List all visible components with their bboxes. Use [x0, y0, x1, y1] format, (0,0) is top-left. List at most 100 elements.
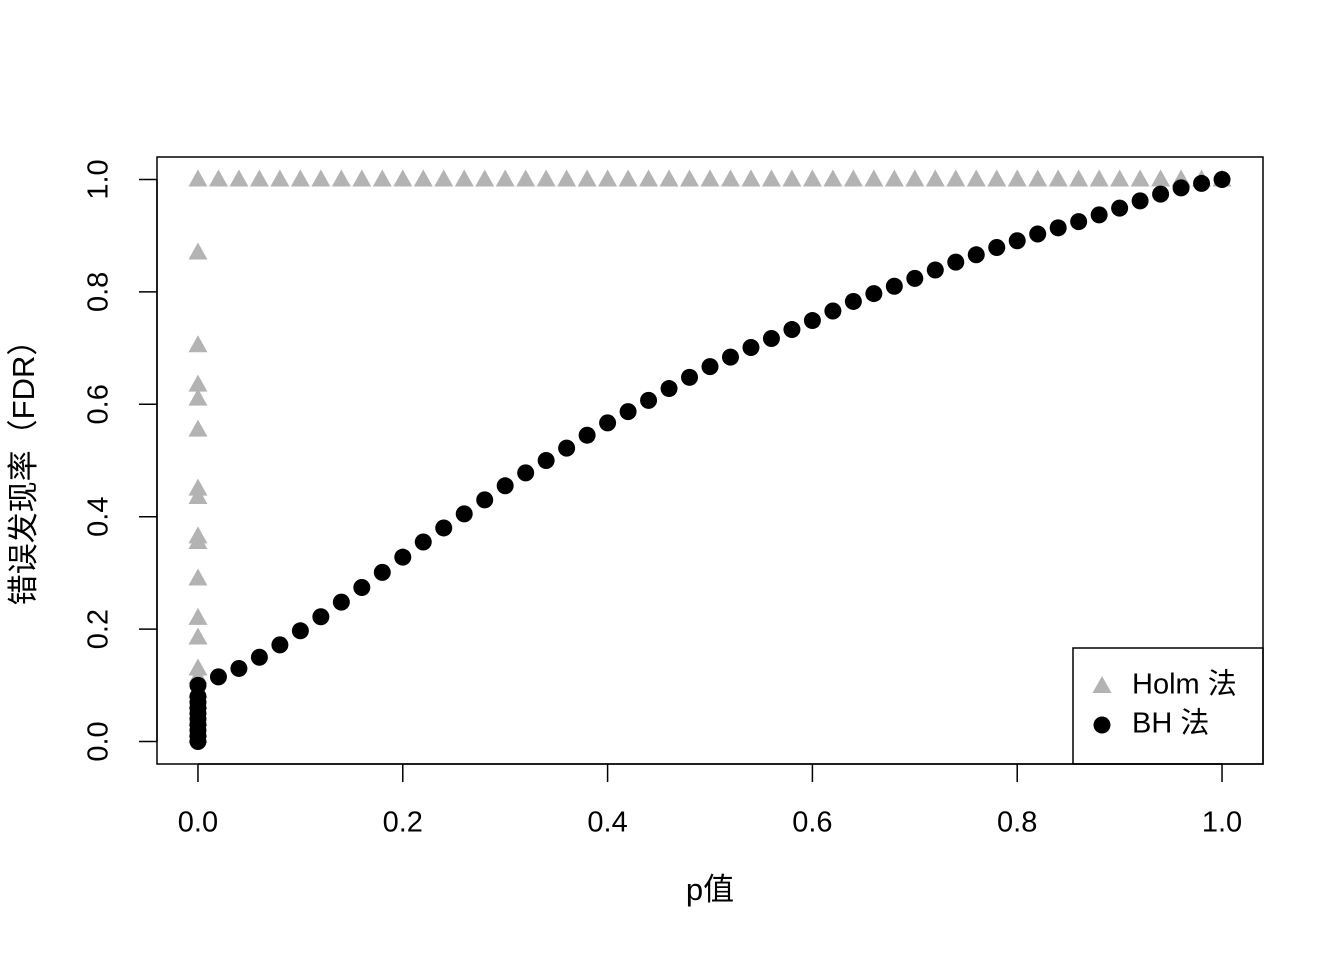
data-point: [660, 380, 678, 398]
data-point: [230, 659, 248, 677]
data-point: [906, 269, 924, 287]
data-point: [823, 169, 843, 187]
data-point: [640, 391, 658, 409]
data-point: [987, 169, 1007, 187]
data-point: [372, 169, 392, 187]
data-point: [844, 292, 862, 310]
data-point: [1089, 169, 1109, 187]
data-point: [721, 348, 739, 366]
data-point: [413, 169, 433, 187]
x-axis-title: p值: [686, 872, 734, 907]
data-point: [639, 169, 659, 187]
data-point: [578, 426, 596, 444]
data-point: [188, 531, 208, 549]
data-point: [659, 169, 679, 187]
data-point: [1193, 174, 1211, 192]
data-point: [454, 169, 474, 187]
data-point: [1090, 206, 1108, 224]
data-point: [537, 452, 555, 469]
data-point: [1213, 170, 1231, 188]
data-point: [802, 169, 822, 187]
y-tick-label: 0.8: [83, 272, 115, 312]
data-point: [188, 627, 208, 645]
data-point: [884, 169, 904, 187]
legend-label: BH 法: [1132, 707, 1209, 740]
x-tick-label: 1.0: [1202, 807, 1242, 839]
data-point: [291, 622, 309, 640]
data-point: [188, 568, 208, 586]
plot-frame: [156, 156, 1264, 765]
data-point: [1151, 169, 1171, 187]
data-point: [250, 648, 268, 666]
data-point: [455, 505, 473, 523]
y-tick-label: 0.4: [83, 497, 115, 537]
x-tick-label: 0.0: [178, 807, 218, 839]
data-point: [720, 169, 740, 187]
data-point: [188, 487, 208, 505]
data-point: [188, 374, 208, 392]
data-point: [1111, 199, 1129, 217]
data-point: [188, 419, 208, 437]
data-point: [393, 169, 413, 187]
y-axis-title: 错误发现率（FDR）: [6, 325, 41, 606]
data-point: [618, 169, 638, 187]
data-point: [1007, 169, 1027, 187]
data-point: [209, 668, 227, 686]
legend-label: Holm 法: [1132, 668, 1237, 701]
data-point: [476, 491, 494, 509]
data-point: [824, 302, 842, 320]
data-point: [229, 169, 249, 187]
data-point: [843, 169, 863, 187]
data-point: [885, 277, 903, 295]
data-point: [352, 169, 372, 187]
data-point: [598, 169, 618, 187]
data-point: [394, 548, 412, 566]
data-point: [332, 593, 350, 611]
data-point: [946, 169, 966, 187]
data-point: [496, 477, 514, 495]
data-point: [1172, 179, 1190, 197]
legend-box: [1072, 647, 1264, 765]
data-point: [967, 246, 985, 264]
data-point: [373, 563, 391, 581]
data-point: [619, 403, 637, 421]
data-point: [966, 169, 986, 187]
data-point: [577, 169, 597, 187]
data-point: [680, 169, 700, 187]
data-point: [762, 330, 780, 348]
data-point: [435, 519, 453, 537]
data-point: [516, 169, 536, 187]
data-point: [271, 636, 289, 654]
y-tick-label: 0.2: [83, 609, 115, 649]
data-point: [188, 169, 208, 187]
x-tick-label: 0.2: [383, 807, 423, 839]
y-tick-label: 0.0: [83, 721, 115, 761]
data-point: [1069, 169, 1089, 187]
data-point: [331, 169, 351, 187]
legend-symbol: [1092, 676, 1112, 693]
data-point: [947, 253, 965, 271]
data-point: [557, 169, 577, 187]
data-point: [249, 169, 269, 187]
data-point: [475, 169, 495, 187]
data-point: [988, 238, 1006, 256]
data-point: [189, 676, 207, 694]
data-point: [495, 169, 515, 187]
data-point: [1028, 169, 1048, 187]
data-point: [761, 169, 781, 187]
data-point: [1048, 169, 1068, 187]
data-point: [414, 533, 432, 551]
data-point: [558, 439, 576, 457]
data-point: [803, 312, 821, 330]
data-point: [1029, 225, 1047, 243]
legend-symbol: [1093, 716, 1111, 734]
data-point: [1130, 169, 1150, 187]
data-point: [1110, 169, 1130, 187]
data-point: [925, 169, 945, 187]
data-point: [353, 579, 371, 597]
data-point: [741, 169, 761, 187]
data-point: [312, 608, 330, 626]
data-point: [1131, 192, 1149, 210]
data-point: [188, 242, 208, 260]
